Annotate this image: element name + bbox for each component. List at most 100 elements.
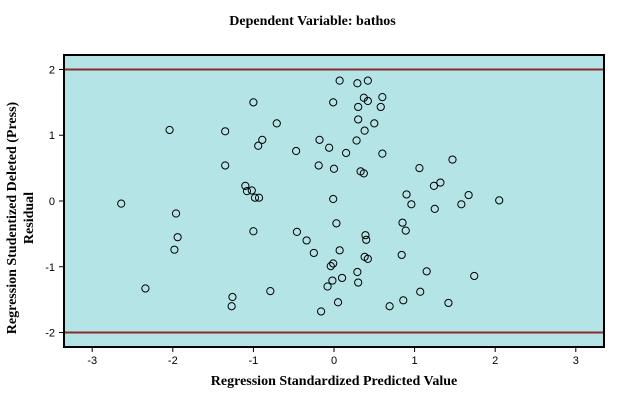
y-axis-label-line1: Regression Studentized Deleted (Press) (5, 101, 20, 335)
data-point (254, 193, 264, 202)
data-point (363, 96, 372, 106)
data-point (228, 292, 237, 302)
data-point (407, 200, 416, 209)
x-tick-label: -3 (87, 355, 97, 367)
data-point (361, 231, 370, 240)
data-point (362, 235, 371, 244)
data-point (272, 119, 281, 128)
data-point (266, 286, 275, 296)
data-point (353, 267, 362, 277)
data-point (325, 143, 334, 152)
data-point (354, 278, 363, 287)
data-point (221, 127, 230, 136)
data-point (329, 164, 339, 173)
y-tick-label: -2 (45, 328, 55, 340)
data-point (398, 218, 407, 227)
data-point (436, 178, 445, 187)
x-tick-label: 3 (573, 355, 579, 367)
data-point (258, 135, 267, 144)
x-tick-label: -2 (168, 355, 178, 367)
data-point (171, 209, 181, 218)
points-layer (117, 76, 504, 316)
data-point (363, 254, 372, 263)
data-point (117, 199, 126, 208)
data-point (173, 233, 182, 242)
plot-area (64, 55, 604, 347)
x-tick-label: 2 (492, 355, 498, 367)
data-point (335, 76, 344, 85)
data-point (422, 267, 431, 276)
y-tick-label: 0 (49, 196, 55, 208)
y-axis: -2 -1 0 1 2 (45, 64, 64, 340)
data-point (370, 119, 379, 128)
x-tick-label: -1 (249, 355, 259, 367)
data-point (227, 302, 236, 311)
data-point (354, 102, 363, 112)
data-point (402, 190, 411, 199)
data-point (328, 276, 337, 285)
data-point (354, 115, 363, 124)
x-tick-label: 1 (412, 355, 418, 367)
data-point (415, 164, 424, 173)
data-point (221, 161, 230, 170)
data-point (341, 148, 351, 158)
data-point (302, 236, 311, 245)
data-point (292, 146, 301, 156)
data-point (352, 136, 361, 145)
data-point (333, 298, 343, 307)
data-point (359, 169, 368, 178)
data-point (401, 226, 410, 235)
data-point (250, 193, 260, 202)
data-point (241, 181, 250, 190)
data-point (378, 149, 387, 158)
x-tick-label: 0 (331, 355, 337, 367)
data-point (335, 246, 344, 255)
x-axis: -3 -2 -1 0 1 2 3 (87, 347, 579, 367)
data-point (329, 194, 338, 204)
data-point (323, 282, 332, 291)
data-point (242, 187, 252, 196)
data-point (329, 98, 338, 107)
data-point (397, 250, 406, 260)
data-point (170, 245, 179, 254)
data-point (430, 204, 439, 213)
data-point (353, 79, 362, 88)
y-tick-label: 2 (49, 64, 55, 76)
data-point (141, 284, 150, 293)
data-point (337, 273, 347, 283)
data-point (444, 298, 453, 308)
data-point (448, 155, 457, 164)
data-point (309, 248, 318, 258)
data-point (399, 296, 408, 305)
y-tick-label: -1 (45, 262, 55, 274)
x-axis-label: Regression Standardized Predicted Value (210, 374, 458, 389)
data-point (464, 190, 473, 200)
data-point (385, 302, 394, 311)
data-point (329, 259, 338, 268)
chart-title: Dependent Variable: bathos (229, 14, 396, 29)
data-point (332, 219, 341, 228)
data-point (292, 227, 302, 237)
data-point (495, 196, 504, 205)
data-point (378, 92, 387, 102)
data-point (315, 135, 324, 144)
y-axis-label: Regression Studentized Deleted (Press) R… (4, 68, 44, 368)
data-point (165, 125, 174, 135)
data-point (247, 186, 256, 195)
y-tick-label: 1 (49, 130, 55, 142)
data-point (363, 76, 372, 85)
data-point (254, 141, 263, 150)
y-axis-label-line2: Residual (22, 191, 37, 245)
data-point (457, 200, 466, 209)
data-point (317, 307, 326, 316)
data-point (249, 98, 258, 107)
data-point (376, 102, 385, 112)
data-point (314, 161, 323, 170)
data-point (326, 262, 335, 271)
data-point (416, 287, 425, 296)
reference-lines (64, 68, 604, 334)
data-point (470, 271, 479, 281)
data-point (360, 126, 369, 135)
